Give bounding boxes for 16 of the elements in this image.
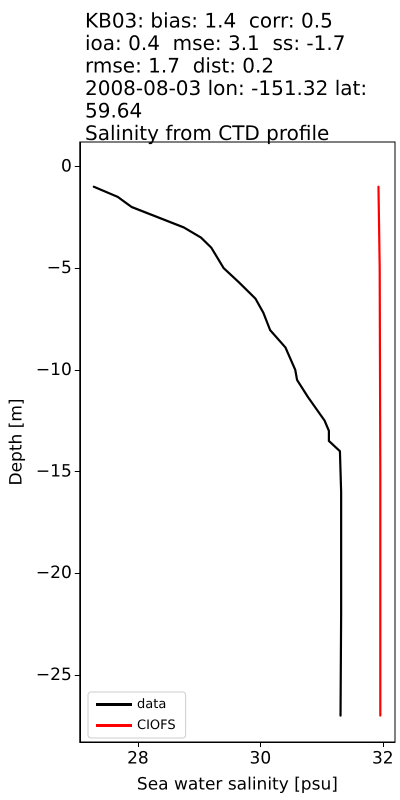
x-axis-title: Sea water salinity [psu] xyxy=(136,774,338,794)
y-tick-label: −20 xyxy=(36,563,72,584)
line-series xyxy=(92,186,342,717)
chart-title: KB03: bias: 1.4 corr: 0.5 ioa: 0.4 mse: 3.1 ss: -1.7 rmse: 1.7 dist: 0.2 2008-08-03 lon: -151.32 lat: 59.64 Salinity from CTD profile xyxy=(85,8,368,145)
x-tick-label: 28 xyxy=(127,748,149,768)
line-series xyxy=(377,186,382,717)
y-axis-title: Depth [m] xyxy=(6,398,26,486)
y-tick-label: −15 xyxy=(36,461,72,482)
legend-label: CIOFS xyxy=(137,718,176,733)
y-tick-label: −25 xyxy=(36,664,72,685)
y-tick-label: 0 xyxy=(60,156,72,176)
x-tick-label: 32 xyxy=(372,748,394,768)
legend-label: data xyxy=(137,697,166,712)
y-tick-label: −10 xyxy=(36,360,72,380)
x-tick-label: 30 xyxy=(250,748,272,768)
y-tick-label: −5 xyxy=(46,258,72,278)
